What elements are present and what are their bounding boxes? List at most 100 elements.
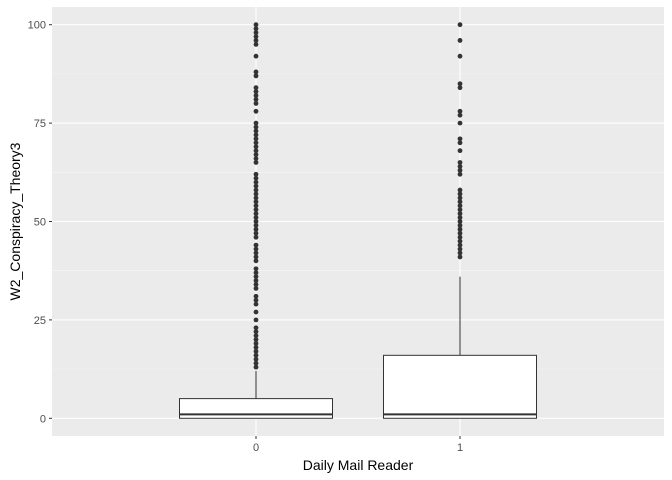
outlier-point xyxy=(457,242,463,248)
outlier-point xyxy=(457,163,463,169)
outlier-point xyxy=(253,293,259,299)
outlier-point xyxy=(253,226,259,232)
outlier-point xyxy=(457,85,463,91)
x-tick-label: 1 xyxy=(457,442,463,454)
outlier-point xyxy=(457,53,463,59)
outlier-point xyxy=(253,152,259,157)
outlier-point xyxy=(253,148,259,154)
box-group-0 xyxy=(179,22,333,419)
outlier-point xyxy=(253,93,259,98)
outlier-point xyxy=(253,108,259,114)
outlier-point xyxy=(457,38,463,43)
outlier-point xyxy=(253,250,259,256)
outlier-point xyxy=(253,246,259,252)
outlier-point xyxy=(253,34,259,39)
outlier-point xyxy=(457,136,463,142)
outlier-point xyxy=(253,97,259,102)
outlier-point xyxy=(457,160,463,165)
outlier-point xyxy=(253,124,259,130)
outlier-point xyxy=(253,38,259,43)
y-tick-label: 50 xyxy=(34,217,46,229)
y-tick-label: 25 xyxy=(34,315,46,327)
outlier-point xyxy=(253,254,259,260)
outlier-point xyxy=(457,108,463,114)
x-tick-label: 0 xyxy=(253,442,259,454)
outlier-point xyxy=(253,85,259,91)
y-axis-ticks: 0 25 50 75 100 xyxy=(28,20,52,425)
outlier-point xyxy=(253,128,259,134)
outlier-point xyxy=(253,223,259,228)
outlier-point xyxy=(253,203,259,209)
outlier-point xyxy=(457,219,463,224)
outlier-point xyxy=(253,195,259,201)
outlier-point xyxy=(253,41,259,47)
outlier-point xyxy=(253,120,259,126)
outlier-point xyxy=(253,234,259,240)
outlier-point xyxy=(457,199,463,205)
outlier-point xyxy=(457,223,463,228)
outlier-point xyxy=(253,89,259,95)
outlier-point xyxy=(253,282,259,287)
outlier-point xyxy=(457,81,463,87)
y-tick-label: 100 xyxy=(28,20,46,32)
boxplot-series xyxy=(179,22,537,419)
outlier-point xyxy=(457,246,463,252)
outlier-point xyxy=(253,242,259,248)
outlier-point xyxy=(253,160,259,165)
outlier-point xyxy=(253,187,259,193)
outlier-point xyxy=(253,333,259,339)
outlier-point xyxy=(253,199,259,205)
outlier-point xyxy=(253,171,259,177)
outlier-point xyxy=(253,286,259,291)
outlier-point xyxy=(253,156,259,161)
outlier-point xyxy=(253,266,259,272)
outlier-point xyxy=(253,207,259,213)
outlier-point xyxy=(457,238,463,244)
outlier-point xyxy=(457,112,463,118)
outlier-point xyxy=(457,215,463,220)
outlier-point xyxy=(253,144,259,150)
outlier-point xyxy=(253,297,259,303)
outlier-point xyxy=(253,364,259,370)
outlier-point xyxy=(253,325,259,331)
outlier-point xyxy=(253,175,259,181)
outlier-point xyxy=(253,360,259,366)
y-tick-label: 75 xyxy=(34,118,46,130)
outlier-point xyxy=(457,234,463,240)
outlier-point xyxy=(457,226,463,232)
outlier-point xyxy=(253,132,259,138)
outlier-point xyxy=(457,195,463,201)
outlier-point xyxy=(253,101,259,106)
outlier-point xyxy=(253,345,259,350)
outlier-point xyxy=(457,203,463,209)
outlier-point xyxy=(253,348,259,354)
outlier-point xyxy=(457,207,463,213)
outlier-point xyxy=(457,140,463,146)
outlier-point xyxy=(457,211,463,217)
outlier-point xyxy=(457,22,463,28)
y-axis-title: W2_Conspiracy_Theory3 xyxy=(7,142,23,300)
outlier-point xyxy=(457,148,463,154)
outlier-point xyxy=(457,191,463,197)
outlier-point xyxy=(457,120,463,126)
outlier-point xyxy=(253,219,259,224)
outlier-point xyxy=(253,352,259,358)
outlier-point xyxy=(253,337,259,342)
outlier-point xyxy=(253,301,259,307)
outlier-point xyxy=(253,230,259,236)
outlier-point xyxy=(253,309,259,315)
outlier-point xyxy=(253,53,259,59)
outlier-point xyxy=(253,356,259,362)
outlier-point xyxy=(253,317,259,323)
outlier-point xyxy=(253,191,259,197)
outlier-point xyxy=(457,187,463,193)
outlier-point xyxy=(253,278,259,283)
outlier-point xyxy=(253,329,259,335)
outlier-point xyxy=(253,73,259,79)
outlier-point xyxy=(253,215,259,220)
outlier-point xyxy=(253,274,259,280)
outlier-point xyxy=(457,167,463,173)
outlier-point xyxy=(457,171,463,177)
outlier-point xyxy=(253,179,259,185)
